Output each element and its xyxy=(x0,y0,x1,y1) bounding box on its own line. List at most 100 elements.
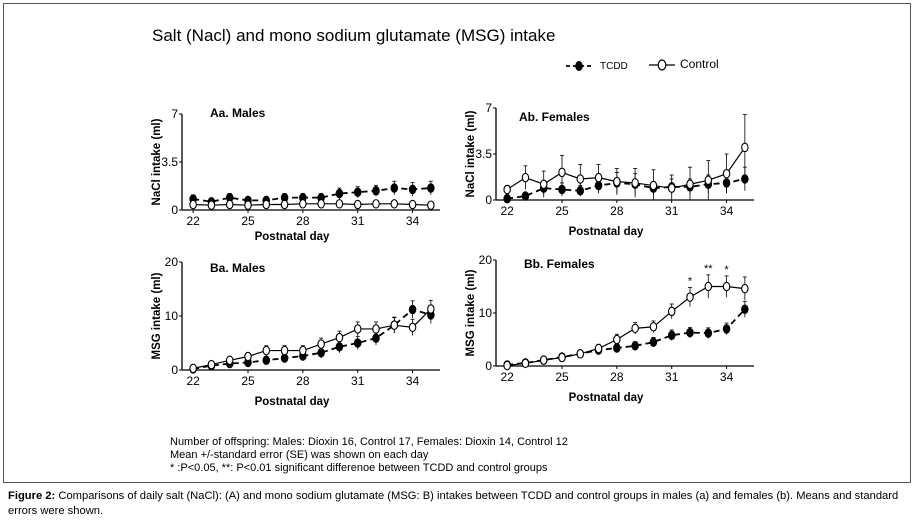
chart-panel-ab: 0 3.5 7 22 25 28 31 34 Postnatal day NaCl intake … xyxy=(465,101,754,238)
data-point-tcdd-aa xyxy=(408,184,417,195)
y-tick-label-bb: 20 xyxy=(479,253,493,267)
x-tick-label-bb: 34 xyxy=(720,370,734,384)
y-tick-label-aa: 3.5 xyxy=(161,155,178,169)
caption-text: Comparisons of daily salt (NaCl): (A) an… xyxy=(8,490,899,517)
x-tick-label-ba: 25 xyxy=(241,374,255,388)
x-tick-label-ba: 28 xyxy=(296,374,310,388)
data-point-tcdd-bb xyxy=(631,341,639,351)
data-point-control-ab xyxy=(539,179,548,189)
caption-label: Figure 2: xyxy=(8,490,56,502)
y-tick-label-ba: 0 xyxy=(171,363,178,377)
data-point-tcdd-aa xyxy=(335,188,344,199)
data-point-control-aa xyxy=(408,199,417,210)
panel-title-bb: Bb. Females xyxy=(524,257,595,271)
x-tick-label-bb: 31 xyxy=(665,370,679,384)
data-point-control-aa xyxy=(335,199,344,209)
data-point-control-aa xyxy=(299,199,307,209)
data-point-control-bb xyxy=(594,343,603,354)
x-tick-label-ab: 28 xyxy=(610,204,624,218)
y-tick-label-bb: 10 xyxy=(479,306,493,320)
data-point-control-ab xyxy=(503,184,511,195)
data-point-control-ab xyxy=(649,180,658,191)
x-tick-label-ba: 22 xyxy=(186,374,200,388)
x-tick-label-ba: 31 xyxy=(351,374,365,388)
data-point-tcdd-ab xyxy=(521,191,530,201)
data-point-control-bb xyxy=(521,358,530,369)
data-point-control-aa xyxy=(244,200,252,210)
data-point-tcdd-bb xyxy=(704,328,713,338)
y-tick-label-ab: 3.5 xyxy=(475,147,492,161)
x-tick-label-ab: 34 xyxy=(720,204,734,218)
data-point-tcdd-bb xyxy=(649,337,658,347)
x-tick-label-bb: 25 xyxy=(555,370,569,384)
x-tick-label-ab: 22 xyxy=(500,204,514,218)
x-axis-title-ba: Postnatal day xyxy=(255,396,330,408)
x-tick-label-aa: 28 xyxy=(296,214,310,228)
x-tick-label-ab: 25 xyxy=(555,204,569,218)
data-point-control-aa xyxy=(189,199,197,210)
data-point-control-ab xyxy=(741,142,749,153)
data-point-control-bb xyxy=(686,292,694,302)
data-point-control-aa xyxy=(262,199,271,210)
note-offspring-count: Number of offspring: Males: Dioxin 16, C… xyxy=(170,436,568,448)
y-axis-title-ba: MSG intake (ml) xyxy=(151,272,163,359)
data-point-tcdd-bb xyxy=(667,330,676,341)
data-point-control-ba xyxy=(299,345,307,356)
data-point-control-aa xyxy=(317,199,325,209)
data-point-control-ab xyxy=(722,168,731,179)
data-point-control-bb xyxy=(576,349,585,359)
data-point-control-ba xyxy=(335,332,344,343)
data-point-control-bb xyxy=(667,306,676,317)
y-tick-label-ba: 10 xyxy=(165,309,179,323)
data-point-control-aa xyxy=(390,199,399,209)
panel-title-aa: Aa. Males xyxy=(210,106,266,120)
data-point-control-ab xyxy=(631,178,639,188)
x-axis-title-aa: Postnatal day xyxy=(255,231,330,243)
data-point-tcdd-bb xyxy=(613,343,621,353)
chart-panel-bb: 0 10 20 22 25 28 31 34 Postnatal day MSG intake (… xyxy=(465,253,754,404)
data-point-control-ba xyxy=(427,304,435,314)
data-point-control-ba xyxy=(353,324,362,334)
data-point-tcdd-aa xyxy=(390,183,399,193)
significance-mark-bb: * xyxy=(688,276,693,288)
data-point-control-bb xyxy=(649,322,658,332)
x-tick-label-bb: 28 xyxy=(610,370,624,384)
data-point-control-ab xyxy=(558,167,566,178)
panel-title-ab: Ab. Females xyxy=(519,110,590,124)
chart-panel-ba: 0 10 20 22 25 28 31 34 Postnatal day MSG intake (… xyxy=(151,255,440,408)
data-point-control-aa xyxy=(372,199,380,209)
panel-title-ba: Ba. Males xyxy=(210,261,266,275)
note-significance: * :P<0.05, **: P<0.01 significant differ… xyxy=(170,462,548,474)
data-point-control-ab xyxy=(576,174,585,184)
data-point-control-bb xyxy=(558,352,566,363)
data-point-tcdd-ab xyxy=(503,193,511,204)
y-tick-label-aa: 7 xyxy=(171,107,178,121)
data-point-control-ba xyxy=(225,355,234,366)
note-mean-se: Mean +/-standard error (SE) was shown on… xyxy=(170,449,429,461)
y-axis-title-aa: NaCl intake (ml) xyxy=(151,118,163,205)
data-point-control-ba xyxy=(189,363,197,374)
data-point-control-ba xyxy=(390,320,399,330)
data-point-control-ab xyxy=(704,175,713,186)
figure-frame xyxy=(3,3,911,483)
data-point-tcdd-ba xyxy=(353,338,362,348)
y-tick-label-aa: 0 xyxy=(171,203,178,217)
data-point-control-ba xyxy=(408,322,417,333)
y-axis-title-bb: MSG intake (ml) xyxy=(465,269,477,356)
x-tick-label-aa: 25 xyxy=(241,214,255,228)
data-point-control-bb xyxy=(741,283,749,294)
series-line-control-bb xyxy=(507,285,745,367)
data-point-control-aa xyxy=(207,200,216,210)
data-point-control-bb xyxy=(613,334,621,345)
data-point-tcdd-aa xyxy=(353,187,362,197)
x-tick-label-aa: 34 xyxy=(406,214,420,228)
data-point-control-bb xyxy=(503,360,511,371)
data-point-tcdd-bb xyxy=(686,327,694,338)
x-tick-label-aa: 31 xyxy=(351,214,365,228)
figure-caption: Figure 2: Comparisons of daily salt (NaC… xyxy=(8,489,908,519)
data-point-control-ba xyxy=(372,324,380,334)
x-tick-label-bb: 22 xyxy=(500,370,514,384)
data-point-control-ba xyxy=(244,351,252,362)
data-point-control-ab xyxy=(594,172,603,183)
data-point-control-ab xyxy=(613,176,621,187)
